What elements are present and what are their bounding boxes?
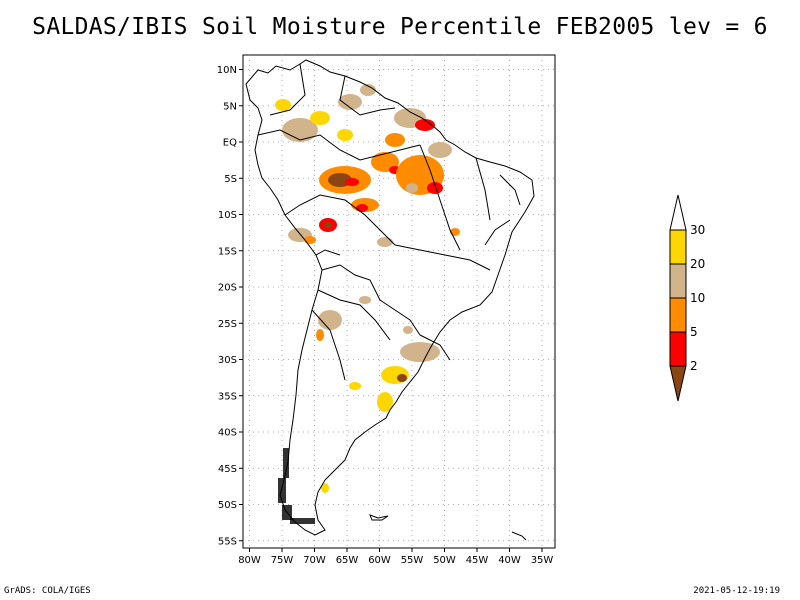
lat-tick-label: 15S — [218, 246, 237, 257]
lat-tick-label: 25S — [218, 319, 237, 330]
lon-tick-label: 55W — [401, 555, 424, 566]
footer-left: GrADS: COLA/IGES — [4, 586, 91, 596]
longitude-ticks: 80W 75W 70W 65W 60W 55W 50W 45W 40W 35W — [238, 548, 553, 566]
color-legend: 30 20 10 5 2 — [669, 194, 705, 402]
lon-tick-label: 75W — [271, 555, 294, 566]
lon-tick-label: 70W — [303, 555, 326, 566]
lat-tick-label: 30S — [218, 355, 237, 366]
legend-label: 10 — [690, 291, 705, 305]
lat-tick-label: 10N — [217, 65, 237, 76]
legend-swatch — [669, 297, 687, 333]
legend-label: 5 — [690, 325, 698, 339]
coastlines — [245, 59, 535, 541]
lat-tick-label: 20S — [218, 283, 237, 294]
lat-tick-label: EQ — [223, 138, 237, 149]
lon-tick-label: 40W — [498, 555, 521, 566]
lat-tick-label: 55S — [218, 536, 237, 547]
lon-tick-label: 50W — [433, 555, 456, 566]
lon-tick-label: 65W — [336, 555, 359, 566]
lat-tick-label: 5N — [223, 101, 237, 112]
lon-tick-label: 60W — [368, 555, 391, 566]
percentile-shading — [275, 84, 460, 493]
legend-swatch — [669, 331, 687, 367]
latitude-ticks: 10N 5N EQ 5S 10S 15S 20S 25S 30S 35S 40S 45S 50S 55S — [217, 65, 243, 547]
legend-label: 30 — [690, 223, 705, 237]
footer-right: 2021-05-12-19:19 — [693, 586, 780, 596]
lat-tick-label: 40S — [218, 428, 237, 439]
lat-tick-label: 10S — [218, 210, 237, 221]
lat-tick-label: 5S — [224, 174, 237, 185]
legend-bottom-arrow — [669, 365, 687, 402]
map-title: SALDAS/IBIS Soil Moisture Percentile FEB… — [32, 14, 768, 40]
lon-tick-label: 45W — [466, 555, 489, 566]
lon-tick-label: 80W — [238, 555, 261, 566]
legend-swatch — [669, 263, 687, 299]
lon-tick-label: 35W — [531, 555, 554, 566]
lat-tick-label: 50S — [218, 500, 237, 511]
legend-label: 20 — [690, 257, 705, 271]
lat-tick-label: 35S — [218, 391, 237, 402]
legend-top-arrow — [669, 194, 687, 231]
legend-swatch — [669, 229, 687, 265]
legend-label: 2 — [690, 359, 698, 373]
lat-tick-label: 45S — [218, 464, 237, 475]
gridlines — [243, 55, 555, 548]
southern-archipelago — [278, 448, 315, 524]
